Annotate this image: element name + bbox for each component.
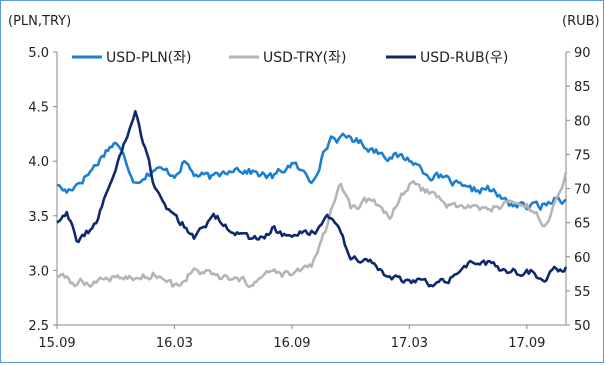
left-tick-label: 4.0 [28,155,49,170]
left-tick-label: 5.0 [28,46,49,61]
right-tick-label: 80 [574,114,591,129]
legend: USD-PLN(좌) USD-TRY(좌) USD-RUB(우) [72,50,508,66]
series-line-3 [56,110,568,288]
right-tick-label: 60 [574,251,591,266]
x-tick-label: 15.09 [38,336,75,351]
legend-label: USD-PLN(좌) [106,50,192,66]
left-axis-label: (PLN,TRY) [8,14,71,29]
left-tick-label: 3.5 [28,210,49,225]
series-line-2 [56,171,568,289]
legend-label: USD-TRY(좌) [263,50,346,66]
series-line-1 [57,132,567,211]
axes: 2.5 3.0 3.5 4.0 4.5 5.0 50 55 60 65 70 75 80 85 90 15.0… [28,46,590,351]
left-tick-label: 2.5 [28,319,49,334]
right-axis-label: (RUB) [562,14,600,29]
x-tick-label: 16.03 [156,336,193,351]
x-tick-label: 17.03 [391,336,428,351]
right-tick-label: 75 [574,148,591,163]
x-tick-label: 16.09 [273,336,310,351]
right-tick-label: 70 [574,183,591,198]
right-tick-label: 90 [574,46,591,61]
right-tick-label: 50 [574,319,591,334]
series-group [56,110,568,289]
right-tick-label: 55 [574,285,591,300]
legend-label: USD-RUB(우) [420,50,508,66]
right-tick-label: 65 [574,217,591,232]
right-tick-label: 85 [574,80,591,95]
x-tick-label: 17.09 [508,336,545,351]
left-tick-label: 3.0 [28,264,49,279]
left-tick-label: 4.5 [28,101,49,116]
